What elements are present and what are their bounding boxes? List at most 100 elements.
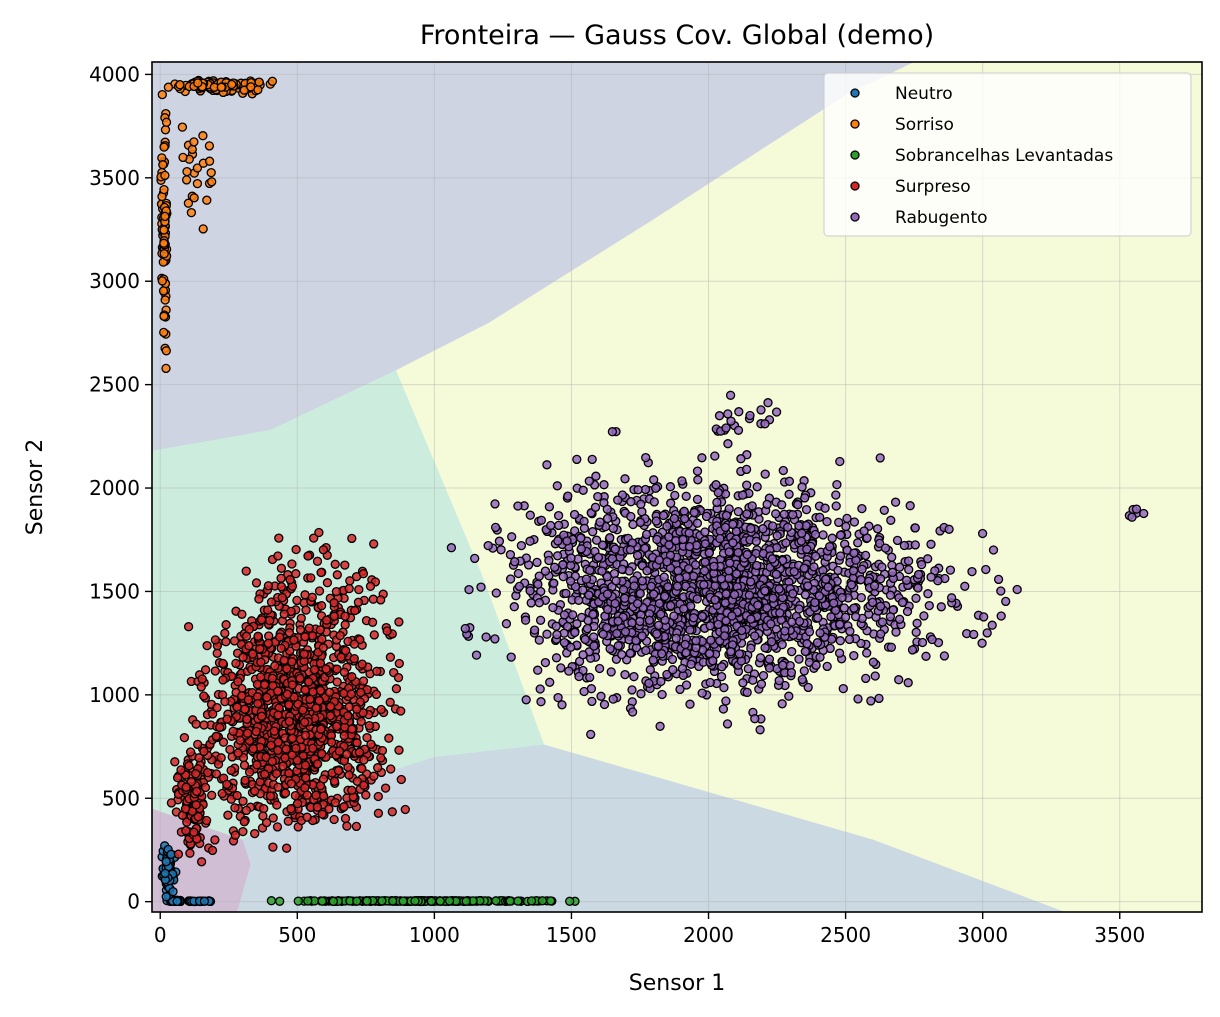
data-point-rabugento (988, 545, 999, 555)
data-point-surpreso (216, 753, 226, 763)
data-point-rabugento (887, 552, 897, 562)
data-point-rabugento (544, 555, 554, 566)
data-point-rabugento (678, 534, 688, 545)
data-point-surpreso (300, 590, 310, 600)
data-point-rabugento (636, 499, 646, 509)
data-point-surpreso (269, 726, 279, 736)
data-point-rabugento (613, 495, 623, 505)
data-point-sorriso (202, 195, 212, 205)
data-point-surpreso (400, 804, 410, 815)
data-point-surpreso (295, 673, 305, 684)
data-point-surpreso (207, 790, 217, 800)
data-point-surpreso (210, 635, 221, 645)
data-point-surpreso (232, 702, 242, 712)
data-point-surpreso (393, 672, 404, 683)
data-point-rabugento (542, 460, 552, 470)
data-point-rabugento (891, 627, 901, 637)
data-point-rabugento (629, 671, 639, 682)
data-point-rabugento (620, 627, 631, 637)
data-point-rabugento (632, 598, 643, 609)
data-point-rabugento (599, 480, 609, 490)
x-tick-label: 3500 (1094, 923, 1145, 947)
data-point-surpreso (343, 711, 353, 721)
data-point-rabugento (602, 504, 612, 514)
data-point-surpreso (287, 680, 298, 690)
data-point-surpreso (203, 767, 213, 778)
data-point-surpreso (373, 791, 383, 802)
data-point-rabugento (542, 629, 552, 639)
data-point-surpreso (185, 747, 196, 757)
data-point-surpreso (321, 664, 331, 674)
data-point-rabugento (700, 527, 710, 537)
data-point-neutro (199, 896, 210, 906)
data-point-rabugento (894, 614, 905, 624)
data-point-sobrancelhas-levantadas (505, 896, 515, 906)
data-point-surpreso (301, 773, 311, 783)
data-point-rabugento (845, 626, 855, 636)
data-point-surpreso (332, 570, 342, 580)
data-point-rabugento (635, 588, 645, 599)
data-point-rabugento (849, 603, 859, 613)
data-point-rabugento (653, 641, 664, 651)
data-point-rabugento (784, 476, 795, 486)
data-point-rabugento (637, 576, 647, 586)
data-point-rabugento (733, 425, 744, 435)
data-point-surpreso (308, 687, 318, 697)
data-point-surpreso (346, 689, 356, 699)
data-point-rabugento (681, 491, 691, 501)
data-point-rabugento (593, 491, 603, 502)
data-point-rabugento (748, 675, 758, 685)
data-point-sorriso (198, 131, 208, 141)
data-point-rabugento (697, 688, 707, 698)
data-point-surpreso (373, 808, 384, 818)
data-point-rabugento (544, 502, 555, 512)
data-point-rabugento (911, 627, 921, 637)
data-point-rabugento (746, 614, 756, 624)
data-point-surpreso (220, 628, 230, 638)
data-point-surpreso (315, 685, 326, 696)
data-point-sorriso (192, 163, 203, 173)
data-point-rabugento (719, 631, 730, 641)
y-axis-ticks: 0 500 1000 1500 2000 2500 3000 3500 4000 (89, 62, 152, 914)
data-point-rabugento (532, 557, 542, 568)
data-point-rabugento (778, 465, 788, 476)
data-point-surpreso (369, 771, 379, 781)
data-point-sorriso (160, 170, 170, 181)
data-point-surpreso (193, 739, 203, 750)
data-point-surpreso (339, 688, 349, 699)
data-point-rabugento (767, 554, 778, 564)
data-point-rabugento (535, 615, 546, 625)
data-point-rabugento (848, 566, 859, 576)
data-point-rabugento (513, 568, 524, 579)
data-point-rabugento (505, 574, 516, 584)
data-point-surpreso (287, 657, 297, 667)
data-point-surpreso (282, 689, 293, 699)
legend-label-neutro: Neutro (895, 84, 953, 104)
data-point-surpreso (344, 583, 354, 594)
data-point-surpreso (325, 701, 336, 712)
data-point-rabugento (490, 522, 501, 533)
data-point-sorriso (161, 363, 171, 374)
data-point-sorriso (192, 178, 203, 189)
data-point-rabugento (553, 510, 564, 521)
data-point-rabugento (558, 571, 568, 582)
data-point-surpreso (230, 830, 240, 840)
series-surpreso (166, 527, 410, 867)
data-point-rabugento (668, 665, 678, 675)
data-point-rabugento (576, 544, 586, 554)
data-point-surpreso (256, 657, 266, 667)
data-point-surpreso (271, 768, 282, 779)
data-point-sobrancelhas-levantadas (293, 896, 303, 906)
data-point-sobrancelhas-levantadas (444, 896, 455, 906)
data-point-surpreso (368, 594, 378, 604)
data-point-rabugento (829, 598, 839, 608)
data-point-sorriso (182, 166, 192, 177)
data-point-rabugento (670, 490, 680, 501)
data-point-rabugento (578, 485, 588, 495)
data-point-rabugento (866, 696, 876, 706)
data-point-sobrancelhas-levantadas (491, 896, 501, 906)
data-point-rabugento (671, 633, 681, 644)
data-point-sorriso (158, 286, 169, 296)
data-point-surpreso (272, 800, 282, 810)
series-neutro (157, 841, 216, 907)
